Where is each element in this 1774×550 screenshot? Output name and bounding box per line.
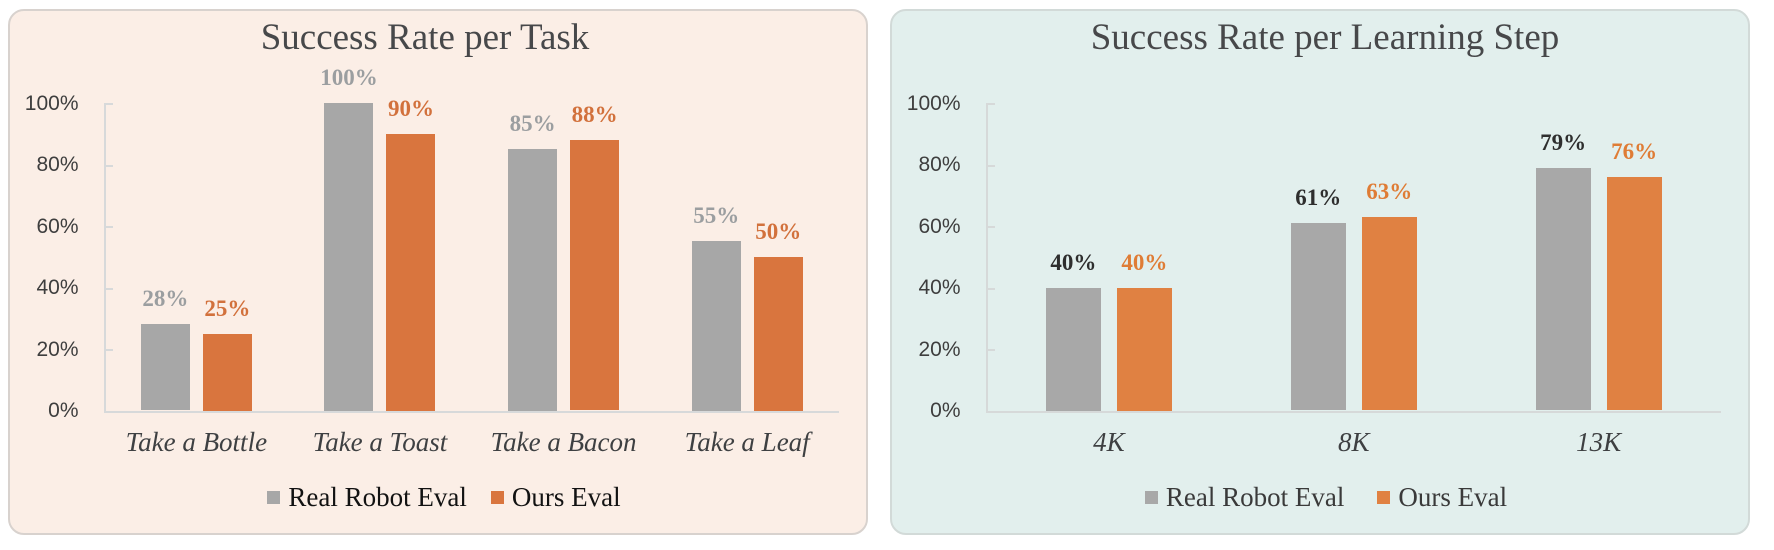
bar-real-robot-eval [1045,287,1101,411]
x-axis-line [103,410,839,413]
legend-item-real-robot-eval: Real Robot Eval [1144,482,1345,512]
y-axis-tick-label: 100% [906,91,961,115]
plot-area: 0% 20% 40% 60% 80% 100% 40% 40% 4K 61% 63% 8K 79% 76%… [890,9,1750,535]
bar-ours-eval [202,333,252,411]
bar-real-robot-eval [140,324,190,411]
bar-value-label: 40% [1050,249,1097,275]
y-axis-tick-label: 80% [36,153,79,177]
bar-real-robot-eval [1535,167,1591,411]
bar-ours-eval [1361,216,1417,411]
y-axis-tick-label: 100% [24,91,79,115]
chart-title: Success Rate per Task [260,17,590,58]
bar-value-label: 90% [387,95,434,121]
chart-panel-success-rate-per-task: Success Rate per Task 0% 20% 40% 60% 80% 100%… [8,9,868,535]
bar-real-robot-eval [324,103,374,411]
bar-ours-eval [1606,176,1662,411]
legend-swatch [1144,490,1158,504]
y-axis-tick [105,226,113,228]
y-axis-tick-label: 40% [36,276,79,300]
bar-ours-eval [386,133,436,411]
y-axis-tick [105,164,113,167]
bar-value-label: 25% [204,295,251,321]
y-axis-tick-label: 60% [918,214,961,238]
bar-ours-eval [570,139,620,411]
bar-real-robot-eval [1290,222,1346,411]
y-axis-tick-label: 0% [48,399,79,423]
legend-label: Ours Eval [1398,482,1508,512]
x-axis-line [985,410,1721,413]
bar-value-label: 88% [571,101,618,127]
y-axis-tick-label: 20% [918,337,961,361]
x-axis-category-label: Take a Bottle [125,427,268,457]
bar-value-label: 40% [1121,249,1168,275]
chart-title: Success Rate per Learning Step [1090,17,1560,58]
bar-ours-eval [753,256,803,411]
y-axis-tick [987,287,995,290]
y-axis-tick-label: 80% [918,153,961,177]
legend-item-real-robot-eval: Real Robot Eval [267,482,467,512]
bar-real-robot-eval [691,241,741,411]
y-axis-tick-label: 60% [36,214,79,238]
bar-value-label: 50% [755,218,802,244]
legend: Real Robot Eval Ours Eval [16,482,872,512]
y-axis-tick [987,349,995,351]
y-axis-tick-label: 0% [930,399,961,423]
legend-label: Real Robot Eval [288,482,467,512]
legend-swatch [267,490,281,504]
legend-item-ours-eval: Ours Eval [1377,482,1507,512]
bar-value-label: 100% [320,65,378,90]
x-axis-category-label: 4K [1093,427,1125,457]
legend-swatch [1377,490,1391,504]
bar-value-label: 85% [509,111,556,137]
y-axis-line [103,102,106,413]
y-axis-tick [987,103,995,105]
chart-panel-success-rate-per-learning-step: Success Rate per Learning Step 0% 20% 40% 6… [890,9,1750,535]
x-axis-category-label: 8K [1337,427,1370,457]
y-axis-tick-label: 20% [36,337,79,361]
plot-area: 0% 20% 40% 60% 80% 100% 28% 25% Take a Bottle 100… [8,9,868,535]
bar-real-robot-eval [508,149,558,411]
y-axis-tick-label: 40% [918,276,961,300]
y-axis-tick [987,226,995,228]
bar-value-label: 79% [1540,129,1587,155]
y-axis-line [985,102,988,413]
y-axis-tick [105,349,113,351]
bar-value-label: 55% [693,203,740,229]
y-axis-tick [105,103,113,105]
bar-value-label: 28% [142,286,189,312]
bar-ours-eval [1116,287,1172,411]
bar-value-label: 61% [1295,184,1342,210]
bar-value-label: 76% [1611,138,1658,164]
x-axis-category-label: Take a Toast [312,427,448,457]
legend-swatch [490,490,504,504]
bar-value-label: 63% [1366,178,1413,204]
y-axis-tick [987,164,995,167]
legend-label: Ours Eval [511,482,621,512]
x-axis-category-label: Take a Bacon [490,427,637,457]
legend-label: Real Robot Eval [1165,482,1345,512]
legend-item-ours-eval: Ours Eval [490,482,621,512]
legend: Real Robot Eval Ours Eval [898,482,1754,512]
x-axis-category-label: Take a Leaf [684,427,810,457]
y-axis-tick [105,287,113,290]
x-axis-category-label: 13K [1576,427,1622,457]
